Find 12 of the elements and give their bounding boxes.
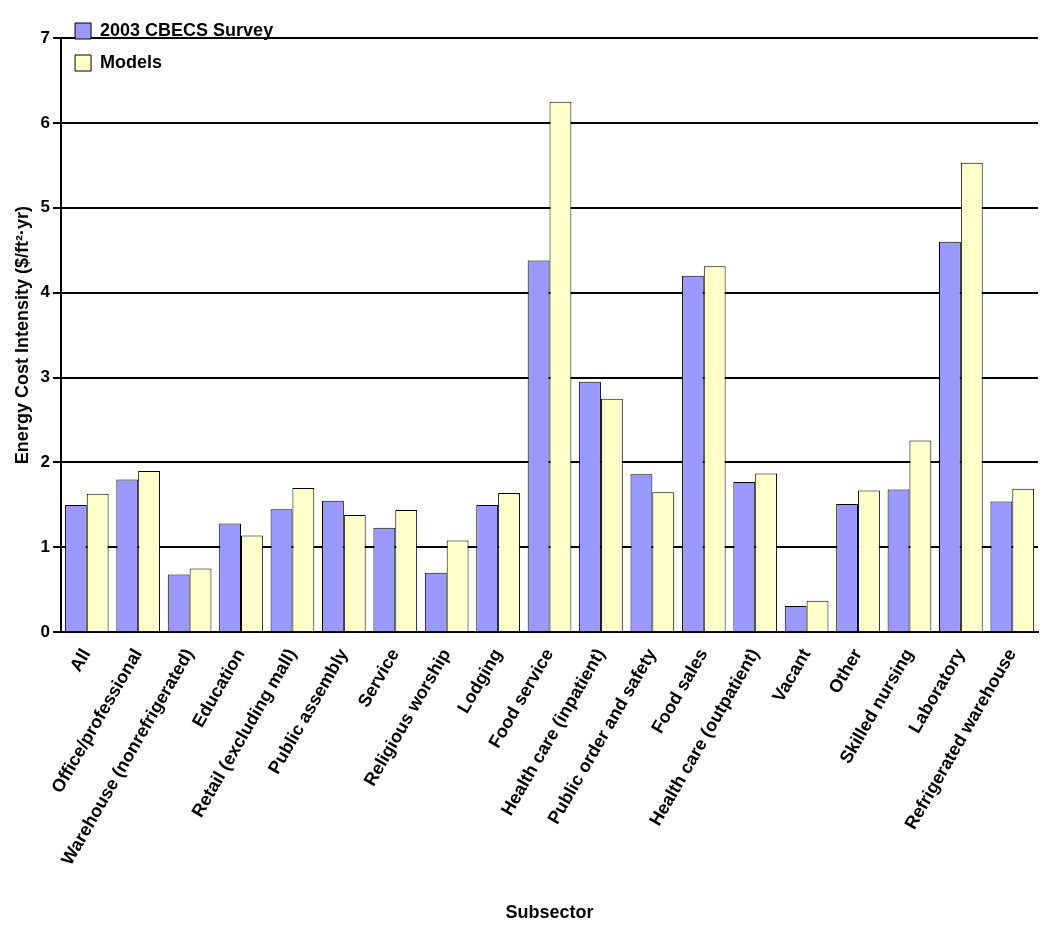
y-tick-label: 1 — [40, 537, 51, 557]
legend-label: Models — [100, 51, 163, 72]
legend-label: 2003 CBECS Survey — [100, 19, 274, 40]
y-tick-label: 6 — [40, 112, 51, 132]
y-tick-label: 3 — [40, 367, 51, 387]
y-tick-label: 4 — [40, 282, 51, 302]
y-tick-label: 7 — [40, 27, 51, 47]
y-tick-label: 5 — [40, 197, 51, 217]
y-tick-label: 2 — [40, 452, 51, 472]
x-axis-title: Subsector — [505, 902, 594, 923]
y-axis-title: Energy Cost Intensity ($/ft²·yr) — [11, 206, 32, 465]
y-tick-label: 0 — [40, 621, 51, 641]
